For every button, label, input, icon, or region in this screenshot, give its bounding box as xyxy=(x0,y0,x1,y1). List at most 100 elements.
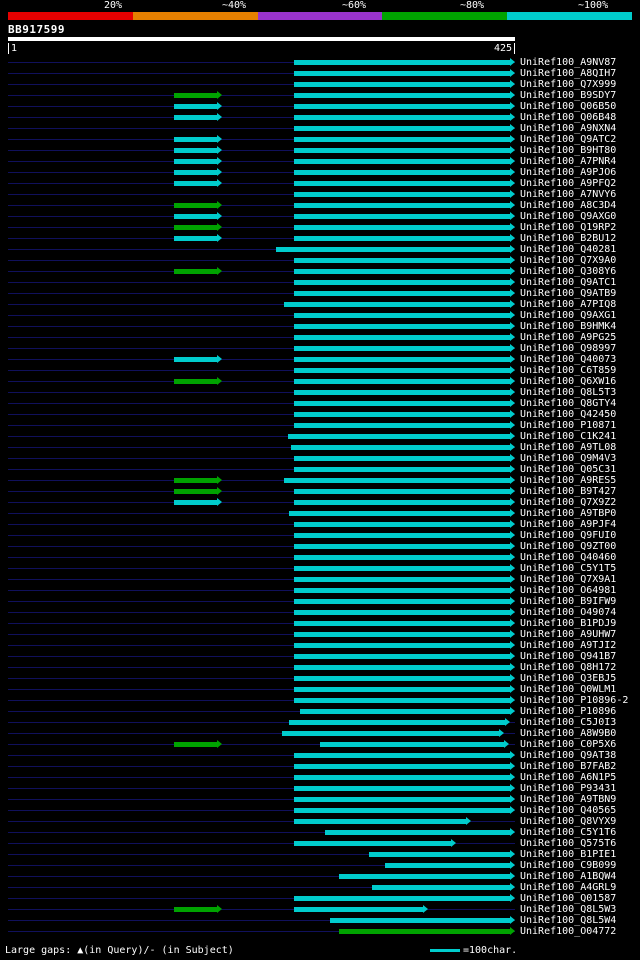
hit-label[interactable]: UniRef100_Q9M4V3 xyxy=(520,453,617,464)
alignment-row[interactable]: UniRef100_Q9AT38 xyxy=(0,750,640,761)
alignment-row[interactable]: UniRef100_Q7X9A0 xyxy=(0,255,640,266)
hit-label[interactable]: UniRef100_B1PDJ9 xyxy=(520,618,617,629)
hit-label[interactable]: UniRef100_C5J0I3 xyxy=(520,717,617,728)
alignment-segment[interactable] xyxy=(293,412,510,417)
alignment-segment[interactable] xyxy=(293,82,510,87)
alignment-segment[interactable] xyxy=(293,357,510,362)
alignment-row[interactable]: UniRef100_Q9AXG1 xyxy=(0,310,640,321)
hit-label[interactable]: UniRef100_C1K241 xyxy=(520,431,617,442)
alignment-segment[interactable] xyxy=(293,654,510,659)
alignment-segment[interactable] xyxy=(293,313,510,318)
alignment-segment[interactable] xyxy=(293,819,466,824)
alignment-segment[interactable] xyxy=(293,346,510,351)
alignment-row[interactable]: UniRef100_A7PIQ8 xyxy=(0,299,640,310)
alignment-row[interactable]: UniRef100_P93431 xyxy=(0,783,640,794)
alignment-segment[interactable] xyxy=(293,500,510,505)
hit-label[interactable]: UniRef100_A9TL08 xyxy=(520,442,617,453)
alignment-row[interactable]: UniRef100_A9PJF4 xyxy=(0,519,640,530)
hit-label[interactable]: UniRef100_A8C3D4 xyxy=(520,200,617,211)
alignment-segment[interactable] xyxy=(174,357,218,362)
alignment-segment[interactable] xyxy=(293,291,510,296)
alignment-row[interactable]: UniRef100_A9UHW7 xyxy=(0,629,640,640)
alignment-row[interactable]: UniRef100_Q40460 xyxy=(0,552,640,563)
alignment-segment[interactable] xyxy=(289,511,510,516)
hit-label[interactable]: UniRef100_Q8L5W4 xyxy=(520,915,617,926)
hit-label[interactable]: UniRef100_C5Y1T5 xyxy=(520,563,617,574)
alignment-segment[interactable] xyxy=(293,379,510,384)
alignment-segment[interactable] xyxy=(293,687,510,692)
alignment-segment[interactable] xyxy=(299,709,510,714)
alignment-segment[interactable] xyxy=(174,478,218,483)
hit-label[interactable]: UniRef100_Q6XW16 xyxy=(520,376,617,387)
alignment-row[interactable]: UniRef100_Q8H172 xyxy=(0,662,640,673)
alignment-segment[interactable] xyxy=(284,302,510,307)
alignment-segment[interactable] xyxy=(174,489,218,494)
hit-label[interactable]: UniRef100_C0P5X6 xyxy=(520,739,617,750)
alignment-row[interactable]: UniRef100_C1K241 xyxy=(0,431,640,442)
alignment-row[interactable]: UniRef100_O64981 xyxy=(0,585,640,596)
hit-label[interactable]: UniRef100_C9B099 xyxy=(520,860,617,871)
hit-label[interactable]: UniRef100_Q7X9A0 xyxy=(520,255,617,266)
alignment-segment[interactable] xyxy=(293,280,510,285)
alignment-segment[interactable] xyxy=(293,368,510,373)
hit-label[interactable]: UniRef100_A4GRL9 xyxy=(520,882,617,893)
alignment-segment[interactable] xyxy=(293,104,510,109)
alignment-segment[interactable] xyxy=(174,236,218,241)
hit-label[interactable]: UniRef100_Q0WLM1 xyxy=(520,684,617,695)
hit-label[interactable]: UniRef100_A1BQW4 xyxy=(520,871,617,882)
alignment-row[interactable]: UniRef100_O04772 xyxy=(0,926,640,937)
alignment-segment[interactable] xyxy=(174,137,218,142)
alignment-segment[interactable] xyxy=(174,907,218,912)
alignment-row[interactable]: UniRef100_B2BU12 xyxy=(0,233,640,244)
alignment-row[interactable]: UniRef100_Q9ATB9 xyxy=(0,288,640,299)
alignment-segment[interactable] xyxy=(174,159,218,164)
alignment-row[interactable]: UniRef100_B1PIE1 xyxy=(0,849,640,860)
alignment-row[interactable]: UniRef100_Q8L5W3 xyxy=(0,904,640,915)
hit-label[interactable]: UniRef100_Q9AXG1 xyxy=(520,310,617,321)
hit-label[interactable]: UniRef100_Q8L5T3 xyxy=(520,387,617,398)
alignment-segment[interactable] xyxy=(174,742,218,747)
hit-label[interactable]: UniRef100_A7NVY6 xyxy=(520,189,617,200)
hit-label[interactable]: UniRef100_Q9ATC2 xyxy=(520,134,617,145)
alignment-row[interactable]: UniRef100_Q9ATC2 xyxy=(0,134,640,145)
alignment-row[interactable]: UniRef100_A8W9B0 xyxy=(0,728,640,739)
alignment-row[interactable]: UniRef100_Q7X9Z2 xyxy=(0,497,640,508)
hit-label[interactable]: UniRef100_B1PIE1 xyxy=(520,849,617,860)
alignment-segment[interactable] xyxy=(281,731,500,736)
alignment-row[interactable]: UniRef100_Q9ZT00 xyxy=(0,541,640,552)
alignment-row[interactable]: UniRef100_B9HMK4 xyxy=(0,321,640,332)
alignment-row[interactable]: UniRef100_P10896-2 xyxy=(0,695,640,706)
alignment-segment[interactable] xyxy=(293,60,510,65)
hit-label[interactable]: UniRef100_Q42450 xyxy=(520,409,617,420)
hit-label[interactable]: UniRef100_A9PJF4 xyxy=(520,519,617,530)
alignment-segment[interactable] xyxy=(293,137,510,142)
alignment-segment[interactable] xyxy=(293,610,510,615)
alignment-segment[interactable] xyxy=(291,445,510,450)
alignment-row[interactable]: UniRef100_B7FAB2 xyxy=(0,761,640,772)
alignment-segment[interactable] xyxy=(293,676,510,681)
alignment-row[interactable]: UniRef100_B9SDY7 xyxy=(0,90,640,101)
hit-label[interactable]: UniRef100_A9TBN9 xyxy=(520,794,617,805)
alignment-row[interactable]: UniRef100_Q19RP2 xyxy=(0,222,640,233)
alignment-row[interactable]: UniRef100_Q98997 xyxy=(0,343,640,354)
hit-label[interactable]: UniRef100_A9RES5 xyxy=(520,475,617,486)
hit-label[interactable]: UniRef100_Q06B50 xyxy=(520,101,617,112)
hit-label[interactable]: UniRef100_A8W9B0 xyxy=(520,728,617,739)
hit-label[interactable]: UniRef100_Q8L5W3 xyxy=(520,904,617,915)
hit-label[interactable]: UniRef100_B7FAB2 xyxy=(520,761,617,772)
alignment-segment[interactable] xyxy=(293,93,510,98)
alignment-segment[interactable] xyxy=(293,533,510,538)
alignment-segment[interactable] xyxy=(293,401,510,406)
alignment-segment[interactable] xyxy=(293,797,510,802)
alignment-segment[interactable] xyxy=(293,764,510,769)
hit-label[interactable]: UniRef100_A6N1P5 xyxy=(520,772,617,783)
alignment-segment[interactable] xyxy=(174,170,218,175)
alignment-segment[interactable] xyxy=(293,126,510,131)
alignment-segment[interactable] xyxy=(293,599,510,604)
alignment-row[interactable]: UniRef100_Q9AXG0 xyxy=(0,211,640,222)
alignment-segment[interactable] xyxy=(293,115,510,120)
hit-label[interactable]: UniRef100_Q40565 xyxy=(520,805,617,816)
hit-label[interactable]: UniRef100_A9PG25 xyxy=(520,332,617,343)
alignment-segment[interactable] xyxy=(293,467,510,472)
hit-label[interactable]: UniRef100_B9IFW9 xyxy=(520,596,617,607)
